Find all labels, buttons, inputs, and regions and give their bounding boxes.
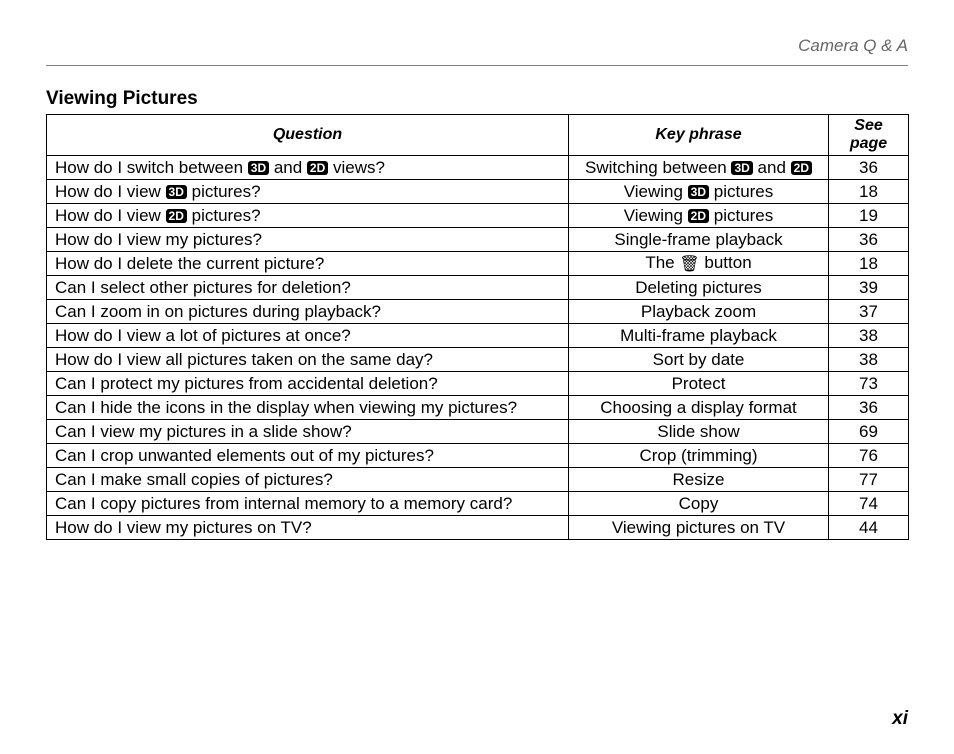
2d-badge-icon: 2D xyxy=(307,161,328,175)
table-row: How do I switch between 3D and 2D views?… xyxy=(47,156,909,180)
question-cell: How do I switch between 3D and 2D views? xyxy=(47,156,569,180)
question-cell: How do I view my pictures on TV? xyxy=(47,516,569,540)
question-cell: How do I view a lot of pictures at once? xyxy=(47,324,569,348)
keyphrase-cell: Switching between 3D and 2D xyxy=(569,156,829,180)
page-cell: 36 xyxy=(829,396,909,420)
table-row: How do I view my pictures on TV?Viewing … xyxy=(47,516,909,540)
col-seepage: See page xyxy=(829,115,909,156)
3d-badge-icon: 3D xyxy=(248,161,269,175)
question-cell: Can I make small copies of pictures? xyxy=(47,468,569,492)
col-question: Question xyxy=(47,115,569,156)
page-header: Camera Q & A xyxy=(46,30,908,66)
table-row: How do I view my pictures?Single-frame p… xyxy=(47,228,909,252)
2d-badge-icon: 2D xyxy=(791,161,812,175)
table-body: How do I switch between 3D and 2D views?… xyxy=(47,156,909,540)
page-cell: 38 xyxy=(829,324,909,348)
page-cell: 77 xyxy=(829,468,909,492)
table-row: Can I hide the icons in the display when… xyxy=(47,396,909,420)
page-cell: 36 xyxy=(829,228,909,252)
table-row: Can I protect my pictures from accidenta… xyxy=(47,372,909,396)
keyphrase-cell: Multi-frame playback xyxy=(569,324,829,348)
keyphrase-cell: Viewing pictures on TV xyxy=(569,516,829,540)
question-cell: How do I view 3D pictures? xyxy=(47,180,569,204)
table-row: Can I copy pictures from internal memory… xyxy=(47,492,909,516)
col-keyphrase: Key phrase xyxy=(569,115,829,156)
page-cell: 39 xyxy=(829,276,909,300)
question-cell: Can I copy pictures from internal memory… xyxy=(47,492,569,516)
question-cell: Can I view my pictures in a slide show? xyxy=(47,420,569,444)
keyphrase-cell: Viewing 3D pictures xyxy=(569,180,829,204)
page-cell: 38 xyxy=(829,348,909,372)
3d-badge-icon: 3D xyxy=(166,185,187,199)
keyphrase-cell: Protect xyxy=(569,372,829,396)
question-cell: How do I view 2D pictures? xyxy=(47,204,569,228)
3d-badge-icon: 3D xyxy=(731,161,752,175)
question-cell: Can I hide the icons in the display when… xyxy=(47,396,569,420)
header-label: Camera Q & A xyxy=(798,36,908,56)
keyphrase-cell: The 🗑 button xyxy=(569,252,829,276)
table-row: Can I select other pictures for deletion… xyxy=(47,276,909,300)
trash-icon: 🗑 xyxy=(679,256,699,273)
keyphrase-cell: Slide show xyxy=(569,420,829,444)
page-cell: 19 xyxy=(829,204,909,228)
keyphrase-cell: Sort by date xyxy=(569,348,829,372)
section-title: Viewing Pictures xyxy=(46,88,908,110)
question-cell: How do I view all pictures taken on the … xyxy=(47,348,569,372)
keyphrase-cell: Copy xyxy=(569,492,829,516)
page-cell: 73 xyxy=(829,372,909,396)
keyphrase-cell: Deleting pictures xyxy=(569,276,829,300)
page-cell: 36 xyxy=(829,156,909,180)
question-cell: Can I zoom in on pictures during playbac… xyxy=(47,300,569,324)
3d-badge-icon: 3D xyxy=(688,185,709,199)
keyphrase-cell: Crop (trimming) xyxy=(569,444,829,468)
table-row: How do I delete the current picture?The … xyxy=(47,252,909,276)
table-row: How do I view a lot of pictures at once?… xyxy=(47,324,909,348)
table-row: How do I view 2D pictures?Viewing 2D pic… xyxy=(47,204,909,228)
qa-table: Question Key phrase See page How do I sw… xyxy=(46,114,909,540)
question-cell: How do I delete the current picture? xyxy=(47,252,569,276)
table-row: Can I make small copies of pictures?Resi… xyxy=(47,468,909,492)
page: Camera Q & A Viewing Pictures Question K… xyxy=(0,0,954,754)
table-row: Can I crop unwanted elements out of my p… xyxy=(47,444,909,468)
keyphrase-cell: Resize xyxy=(569,468,829,492)
table-row: How do I view 3D pictures?Viewing 3D pic… xyxy=(47,180,909,204)
keyphrase-cell: Viewing 2D pictures xyxy=(569,204,829,228)
page-cell: 18 xyxy=(829,180,909,204)
table-header-row: Question Key phrase See page xyxy=(47,115,909,156)
keyphrase-cell: Playback zoom xyxy=(569,300,829,324)
page-cell: 37 xyxy=(829,300,909,324)
question-cell: Can I crop unwanted elements out of my p… xyxy=(47,444,569,468)
keyphrase-cell: Choosing a display format xyxy=(569,396,829,420)
question-cell: Can I protect my pictures from accidenta… xyxy=(47,372,569,396)
2d-badge-icon: 2D xyxy=(166,209,187,223)
table-row: Can I zoom in on pictures during playbac… xyxy=(47,300,909,324)
page-cell: 69 xyxy=(829,420,909,444)
page-cell: 76 xyxy=(829,444,909,468)
question-cell: Can I select other pictures for deletion… xyxy=(47,276,569,300)
page-number: xi xyxy=(892,708,908,730)
table-row: Can I view my pictures in a slide show?S… xyxy=(47,420,909,444)
question-cell: How do I view my pictures? xyxy=(47,228,569,252)
page-cell: 18 xyxy=(829,252,909,276)
page-cell: 74 xyxy=(829,492,909,516)
page-cell: 44 xyxy=(829,516,909,540)
table-row: How do I view all pictures taken on the … xyxy=(47,348,909,372)
keyphrase-cell: Single-frame playback xyxy=(569,228,829,252)
2d-badge-icon: 2D xyxy=(688,209,709,223)
